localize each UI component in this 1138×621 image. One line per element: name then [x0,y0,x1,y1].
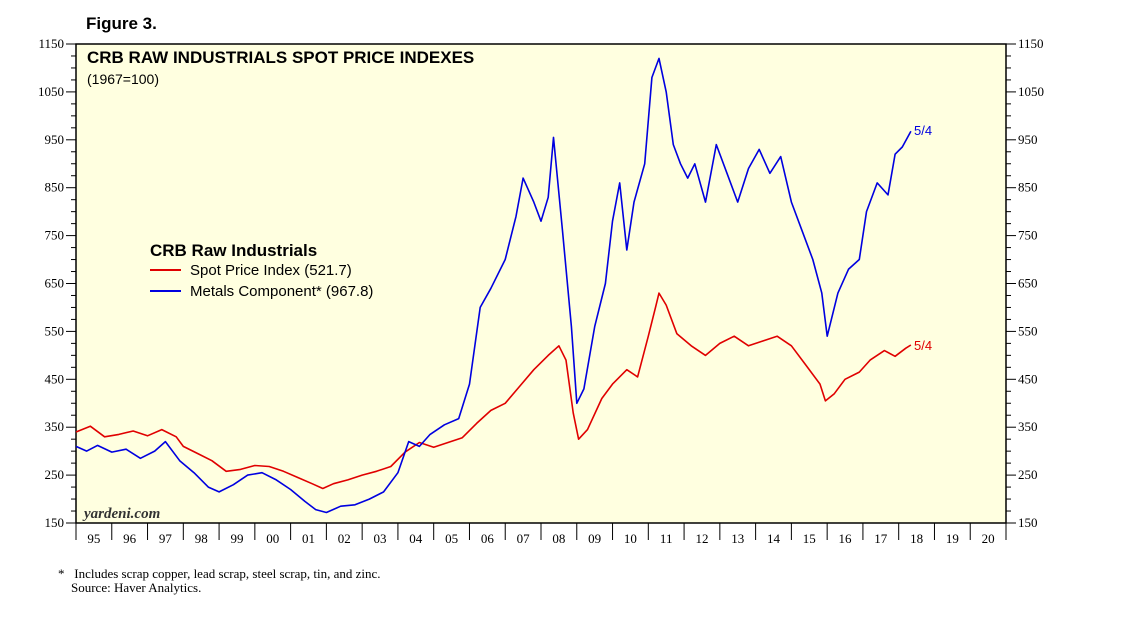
axis-labels: 150 150 250 250 350 350 450 450 550 550 650 650 750 7… [38,36,1044,546]
x-tick-label: 14 [767,531,781,546]
y-tick-label-left: 750 [45,228,65,243]
footnote-note: Includes scrap copper, lead scrap, steel… [74,566,381,581]
x-tick-label: 11 [660,531,673,546]
y-tick-label-left: 350 [45,419,65,434]
x-tick-label: 06 [481,531,495,546]
y-tick-label-right: 450 [1018,371,1038,386]
x-tick-label: 17 [874,531,888,546]
y-tick-label-right: 750 [1018,228,1038,243]
legend-metals-label: Metals Component* (967.8) [190,283,373,300]
watermark: yardeni.com [82,506,160,522]
x-tick-label: 12 [695,531,708,546]
x-tick-label: 05 [445,531,458,546]
x-tick-label: 98 [195,531,208,546]
x-tick-label: 15 [803,531,816,546]
x-tick-label: 97 [159,531,173,546]
x-tick-label: 09 [588,531,601,546]
y-tick-label-left: 1050 [38,84,64,99]
y-tick-label-right: 350 [1018,419,1038,434]
y-tick-label-right: 850 [1018,180,1038,195]
x-tick-label: 95 [87,531,100,546]
y-tick-label-left: 150 [45,515,65,530]
series-line-1 [75,57,912,514]
y-tick-label-right: 950 [1018,132,1038,147]
legend-spot-label: Spot Price Index (521.7) [190,262,352,279]
y-tick-label-left: 850 [45,180,65,195]
x-tick-label: 01 [302,531,315,546]
series-line-0 [75,292,912,490]
x-tick-label: 02 [338,531,351,546]
chart-title: CRB RAW INDUSTRIALS SPOT PRICE INDEXES [87,48,474,67]
footnote: * Includes scrap copper, lead scrap, ste… [58,567,381,595]
y-tick-label-left: 950 [45,132,65,147]
end-label-spot: 5/4 [914,338,932,353]
x-tick-label: 00 [266,531,279,546]
x-tick-label: 16 [839,531,853,546]
y-tick-label-left: 1150 [38,36,64,51]
data-lines [75,57,912,514]
legend-title: CRB Raw Industrials [150,241,317,260]
y-tick-label-left: 550 [45,323,65,338]
y-tick-label-left: 450 [45,371,65,386]
y-tick-label-right: 1150 [1018,36,1044,51]
x-tick-label: 03 [374,531,387,546]
x-tick-label: 10 [624,531,637,546]
x-tick-label: 96 [123,531,137,546]
x-tick-label: 20 [982,531,995,546]
chart: 150 150 250 250 350 350 450 450 550 550 650 650 750 7… [38,36,1044,546]
x-tick-label: 04 [409,531,423,546]
x-tick-label: 19 [946,531,959,546]
y-tick-label-left: 650 [45,276,65,291]
x-tick-label: 07 [517,531,531,546]
x-tick-label: 99 [230,531,243,546]
x-tick-label: 18 [910,531,923,546]
x-tick-label: 08 [552,531,565,546]
end-label-metals: 5/4 [914,123,932,138]
footnote-marker: * [58,566,65,581]
y-tick-label-right: 550 [1018,323,1038,338]
y-tick-label-right: 650 [1018,276,1038,291]
y-tick-label-right: 150 [1018,515,1038,530]
y-tick-label-right: 250 [1018,467,1038,482]
y-tick-label-left: 250 [45,467,65,482]
x-tick-label: 13 [731,531,744,546]
figure-label: Figure 3. [86,14,157,33]
chart-subtitle: (1967=100) [87,71,159,87]
y-tick-label-right: 1050 [1018,84,1044,99]
footnote-source: Source: Haver Analytics. [71,580,202,595]
grid-ticks [66,43,1016,540]
